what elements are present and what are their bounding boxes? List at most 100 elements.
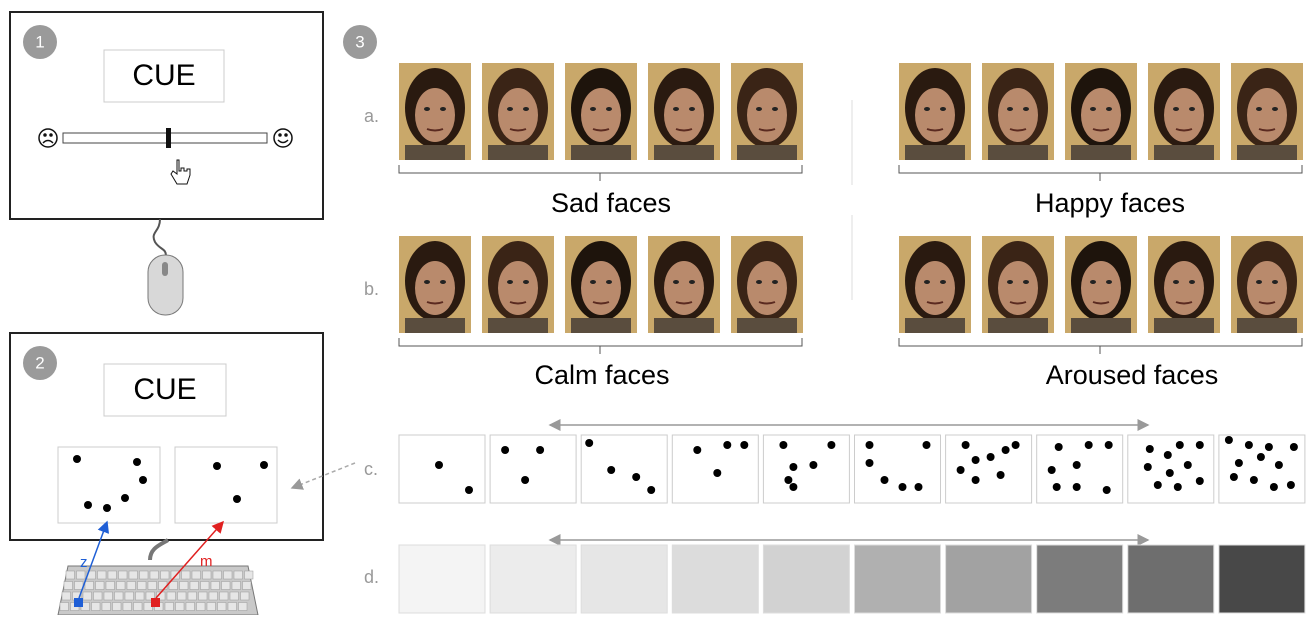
key — [178, 592, 187, 600]
dot — [1154, 481, 1162, 489]
key — [234, 571, 243, 579]
dot — [866, 459, 874, 467]
eye — [673, 107, 679, 111]
face — [664, 261, 704, 315]
dot — [972, 476, 980, 484]
figure: 1 CUE 2 CUE z m 3 a. b. c. d. Sad faces … — [0, 0, 1306, 615]
dot — [536, 446, 544, 454]
dot-box — [763, 435, 849, 503]
key — [203, 571, 212, 579]
key — [102, 603, 111, 611]
key — [243, 582, 252, 590]
dot — [1012, 441, 1020, 449]
badge-label: 3 — [355, 32, 364, 51]
eye — [1090, 280, 1096, 284]
dot-box — [581, 435, 667, 503]
eye — [606, 107, 612, 111]
shirt — [1071, 145, 1131, 160]
key — [167, 592, 176, 600]
key — [165, 603, 174, 611]
eye — [440, 280, 446, 284]
dot — [1055, 443, 1063, 451]
key — [192, 571, 201, 579]
dot-box — [399, 435, 485, 503]
dot — [1290, 443, 1298, 451]
key — [218, 603, 227, 611]
mouse-wheel — [162, 262, 168, 276]
eye — [689, 280, 695, 284]
shirt — [654, 145, 714, 160]
key — [211, 582, 220, 590]
key — [209, 592, 218, 600]
eye — [1173, 107, 1179, 111]
badge-label: 1 — [35, 32, 44, 51]
key-label: z — [80, 554, 88, 571]
dot — [1073, 461, 1081, 469]
face-photo — [482, 63, 554, 160]
shirt — [1237, 318, 1297, 333]
face-photo — [982, 63, 1054, 160]
face-photo — [399, 63, 471, 160]
eye — [1023, 280, 1029, 284]
key — [127, 582, 136, 590]
key — [148, 582, 157, 590]
key — [113, 603, 122, 611]
dot — [585, 439, 593, 447]
key — [119, 571, 128, 579]
eye — [424, 280, 430, 284]
key — [136, 592, 145, 600]
key — [228, 603, 237, 611]
brace — [399, 338, 802, 354]
shirt — [1154, 318, 1214, 333]
shirt — [488, 318, 548, 333]
face — [581, 88, 621, 142]
dot — [521, 476, 529, 484]
shirt — [571, 318, 631, 333]
brace — [899, 338, 1302, 354]
badge-label: 2 — [35, 353, 44, 372]
dot — [1174, 483, 1182, 491]
key — [213, 571, 222, 579]
dot — [740, 441, 748, 449]
dot — [779, 441, 787, 449]
dot — [915, 483, 923, 491]
face-photo — [1231, 236, 1303, 333]
dot — [1250, 476, 1258, 484]
key — [64, 582, 73, 590]
dot — [1053, 483, 1061, 491]
brace — [899, 165, 1302, 181]
key — [176, 603, 185, 611]
group-label: Calm faces — [534, 360, 669, 390]
dot — [1105, 441, 1113, 449]
eye — [940, 280, 946, 284]
eye — [590, 107, 596, 111]
face-photo — [565, 63, 637, 160]
shirt — [988, 318, 1048, 333]
face-photo — [1148, 236, 1220, 333]
face — [998, 261, 1038, 315]
dot — [972, 456, 980, 464]
dot — [997, 471, 1005, 479]
face-photo — [482, 236, 554, 333]
dot — [1270, 483, 1278, 491]
key — [117, 582, 126, 590]
gray-square — [855, 545, 941, 613]
face-photo — [731, 236, 803, 333]
key — [241, 592, 250, 600]
face — [747, 261, 787, 315]
key — [66, 571, 75, 579]
key — [85, 582, 94, 590]
slider-handle — [166, 128, 171, 148]
key — [104, 592, 113, 600]
dot — [465, 486, 473, 494]
dot — [789, 463, 797, 471]
row-label: d. — [364, 567, 379, 587]
key — [186, 603, 195, 611]
face — [1247, 88, 1287, 142]
key — [150, 571, 159, 579]
key — [230, 592, 239, 600]
eye — [606, 280, 612, 284]
eye — [673, 280, 679, 284]
dot — [1103, 486, 1111, 494]
key — [245, 571, 254, 579]
